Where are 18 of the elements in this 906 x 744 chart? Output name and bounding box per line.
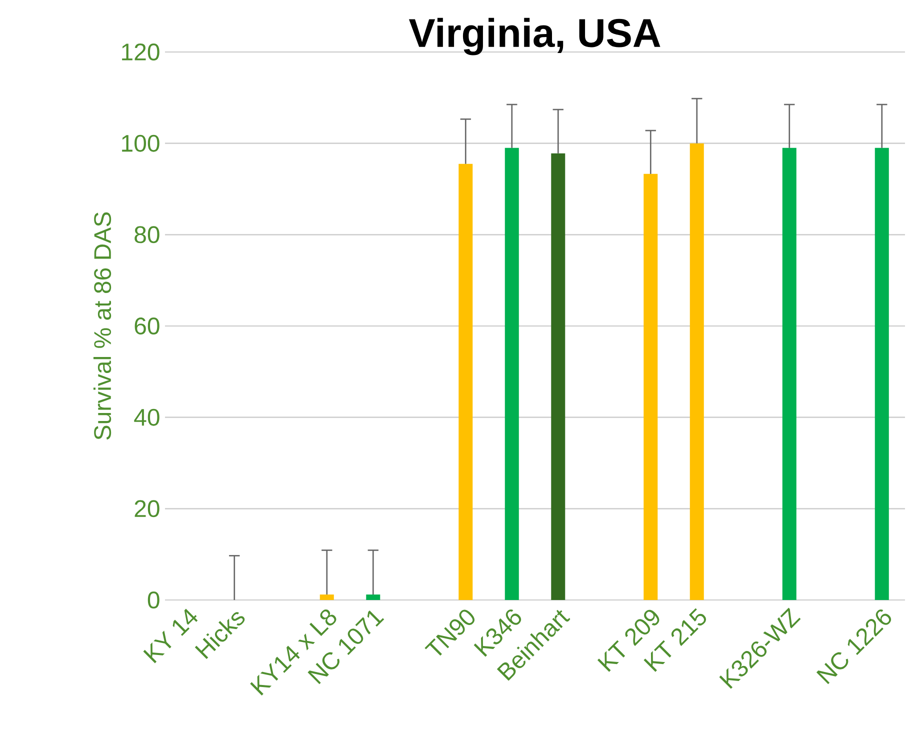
bar bbox=[458, 164, 473, 600]
bar bbox=[874, 148, 889, 600]
y-tick-label: 0 bbox=[148, 591, 160, 608]
bar bbox=[504, 148, 519, 600]
bar bbox=[366, 594, 380, 600]
bar bbox=[320, 594, 334, 600]
y-tick-label: 100 bbox=[122, 134, 160, 152]
bar bbox=[690, 143, 704, 600]
bar bbox=[782, 148, 796, 600]
bar bbox=[644, 174, 658, 600]
chart-title: Virginia, USA bbox=[408, 18, 660, 56]
y-tick-label: 120 bbox=[122, 43, 160, 60]
y-tick-label: 20 bbox=[134, 500, 160, 518]
y-tick-label: 40 bbox=[134, 408, 160, 426]
y-tick-label: 60 bbox=[134, 317, 160, 334]
y-tick-label: 80 bbox=[134, 226, 160, 244]
bar bbox=[551, 153, 566, 600]
y-axis-title: Survival % at 86 DAS bbox=[93, 212, 112, 440]
